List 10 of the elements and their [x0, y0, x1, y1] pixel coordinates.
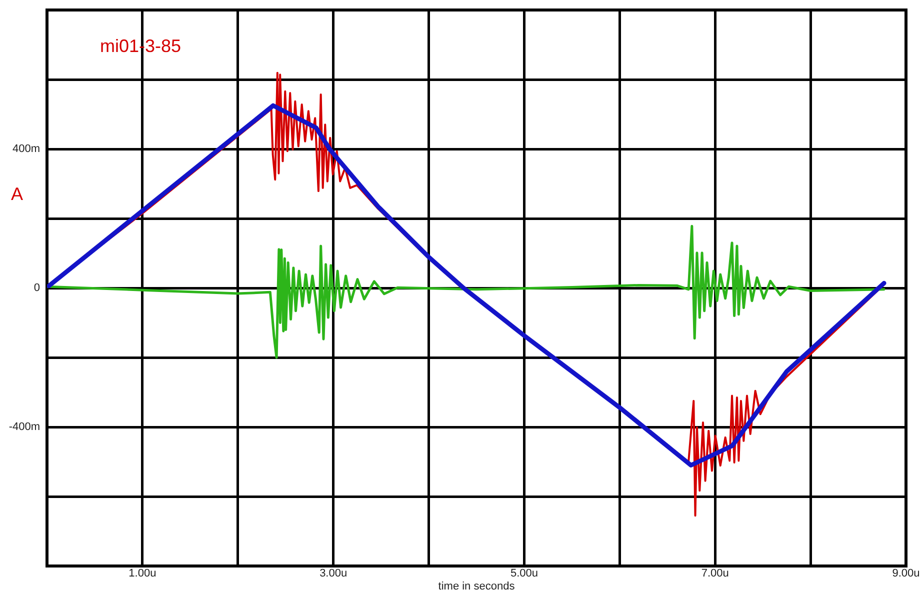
x-tick-label: 9.00u: [892, 568, 920, 580]
x-tick-label: 7.00u: [701, 568, 729, 580]
y-tick-label: 0: [34, 282, 40, 294]
x-axis-title: time in seconds: [438, 580, 516, 592]
y-tick-label: -400m: [8, 421, 40, 434]
y-tick-label: 400m: [12, 143, 40, 156]
x-tick-label: 1.00u: [128, 568, 156, 580]
x-tick-label: 5.00u: [510, 568, 538, 580]
x-tick-label: 3.00u: [320, 568, 348, 580]
y-axis-title: A: [10, 184, 24, 204]
